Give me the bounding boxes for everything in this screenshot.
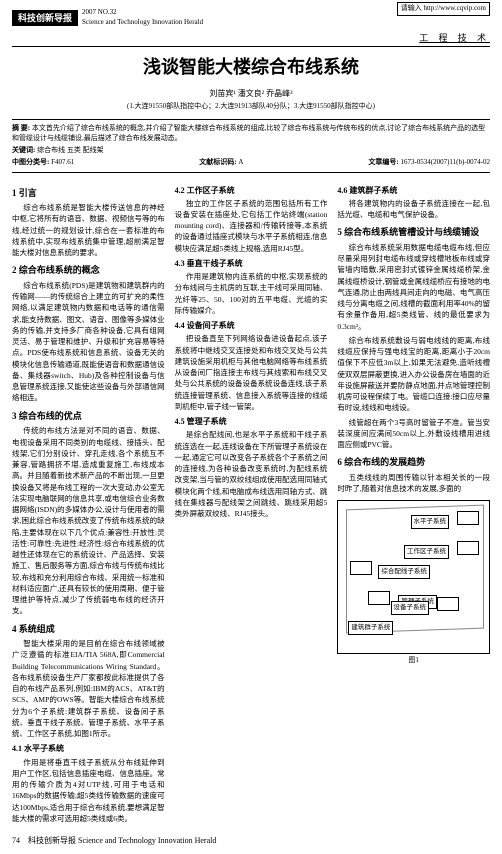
footer-journal: 科技创新导报 Science and Technology Innovation…	[28, 836, 216, 845]
issue-no: 2007 NO.32	[82, 8, 117, 16]
article-no-label: 文章编号:	[368, 158, 398, 166]
node-box-1	[457, 511, 479, 525]
abstract-label: 摘 要:	[12, 124, 30, 132]
section-5-p3: 线管超在两个3号高时留管子不准。管当安装深度间应满间50cm以上,外敷设线槽用进…	[337, 417, 490, 451]
section-4-6-title: 4.6 建筑群子系统	[337, 185, 490, 196]
section-5-p1: 综合布线系统采用数据电缆电缆布线,但应尽量采用列封电缆布线或穿线槽地板布线或穿管…	[337, 242, 490, 332]
node-box-2	[457, 541, 479, 555]
column-3: 4.6 建筑群子系统 将各建筑物内的设备子系统连接在一起,包括光缆、电缆和电气保…	[337, 181, 490, 828]
body-columns: 1 引言 综合布线系统是智能大楼传送信息的神经中枢,它将所有的语音、数据、视频信…	[12, 181, 490, 828]
section-4-title: 4 系统组成	[12, 623, 165, 636]
section-4-2-title: 4.2 工作区子系统	[175, 185, 328, 196]
search-box: 请输入 http://www.cqvip.com	[397, 2, 490, 16]
issue-info: 2007 NO.32 Science and Technology Innova…	[82, 8, 203, 28]
section-4-6-p1: 将各建筑物内的设备子系统连接在一起,包括光缆、电缆和电气保护设备。	[337, 198, 490, 221]
article-title: 浅谈智能大楼综合布线系统	[12, 55, 490, 80]
page-footer: 74 科技创新导报 Science and Technology Innovat…	[12, 835, 490, 846]
section-4-3-p1: 作用是建筑物内连系统的中枢,实现系统的分布线间与主机房的互联,主干线可采用同轴、…	[175, 271, 328, 316]
section-5-title: 5 综合布线系统管槽设计与线缆铺设	[337, 226, 490, 239]
node-workarea: 工作区子系统	[404, 545, 449, 558]
section-2-title: 2 综合布线系统的概念	[12, 264, 165, 277]
section-5-p2: 综合布线系统敷设与弱电线线的距离,布线线缆应保持与强电线宝的距离,距离小于20c…	[337, 335, 490, 414]
node-horizontal: 水平子系统	[411, 515, 450, 528]
figure-1: 水平子系统 工作区子系统 综合配线子系统 管理子系统 设备子系统 建筑群子系统	[337, 500, 490, 654]
section-3-title: 3 综合布线的优点	[12, 410, 165, 423]
section-6-title: 6 综合布线的发展趋势	[337, 456, 490, 469]
header-divider	[12, 46, 490, 47]
figure-1-caption: 图1	[337, 656, 490, 666]
section-6-p1: 五类线线的周围传输以针本相关长的一段时昨了,随着对信息技术的发展,多面的	[337, 472, 490, 495]
abstract-text: 本文首先介绍了综合布线系统的概念,并介绍了智能大楼综合布线系统的组成,比较了综合…	[12, 124, 485, 142]
abstract-block: 摘 要: 本文首先介绍了综合布线系统的概念,并介绍了智能大楼综合布线系统的组成,…	[12, 119, 490, 172]
keywords-label: 关键词:	[12, 146, 35, 154]
section-4-p1: 智能大楼采用的是目前在综合布线领域被广泛遵循的标准EIA/TIA 568A,即C…	[12, 638, 165, 739]
journal-en: Science and Technology Innovation Herald	[82, 18, 203, 26]
journal-tag: 科技创新导报	[12, 10, 78, 27]
article-no-text: 1673-0534(2007)11(b)-0074-02	[400, 158, 490, 166]
keywords-text: 综合布线 五类 配线架	[37, 146, 104, 154]
page-number: 74	[12, 836, 20, 845]
doc-code-label: 文献标识码:	[199, 158, 236, 166]
section-3-p1: 传统的布线方法是对不同的语音、数据、电视设备采用不同类别的电缆线、接插头、配线架…	[12, 425, 165, 616]
node-riser: 综合配线子系统	[378, 565, 430, 578]
affiliations: (1.大连91550部队指控中心；2.大连91913部队40分队；3.大连915…	[12, 102, 490, 112]
section-4-1-p1: 作用是将垂直干线子系统从分布线延伸到用户工作区,包括信息插座电缆、信息插座。常用…	[12, 757, 165, 825]
column-2: 4.2 工作区子系统 独立的工作区子系统的范围包括所有工作设备安装在插座处,它包…	[175, 181, 328, 828]
section-1-p1: 综合布线系统是智能大楼传送信息的神经中枢,它将所有的语音、数据、视频信号等的布线…	[12, 202, 165, 258]
doc-code-text: A	[238, 158, 243, 166]
node-box-5	[437, 597, 459, 611]
section-4-3-title: 4.3 垂直干线子系统	[175, 258, 328, 269]
section-4-2-p1: 独立的工作区子系统的范围包括所有工作设备安装在插座处,它包括工作站终端(stat…	[175, 198, 328, 254]
node-equip: 设备子系统	[391, 601, 430, 614]
category-label: 工 程 技 术	[12, 32, 490, 45]
section-1-title: 1 引言	[12, 187, 165, 200]
section-4-1-title: 4.1 水平子系统	[12, 743, 165, 754]
clc-text: F407.61	[51, 158, 74, 166]
section-4-5-title: 4.5 管理子系统	[175, 416, 328, 427]
node-campus: 建筑群子系统	[348, 621, 393, 634]
section-4-5-p1: 是综合配线间,也是水平子系统和干线子系统连选在一起,连线设备在下所管理子系统设在…	[175, 429, 328, 519]
node-box-4	[368, 591, 390, 605]
clc-label: 中图分类号:	[12, 158, 49, 166]
section-4-4-title: 4.4 设备间子系统	[175, 320, 328, 331]
authors: 刘苗宾¹ 潘文良² 乔晶峰³	[12, 88, 490, 99]
section-2-p1: 综合布线系统(PDS)是建筑物和建筑群内的传输网——的传统综合上建立的可扩充的柔…	[12, 280, 165, 404]
node-box-3	[350, 561, 372, 575]
section-4-4-p1: 把设备直至下列网络设备进设备起点,该子系统将中继线交叉连接处和布线交叉处与公共建…	[175, 333, 328, 412]
column-1: 1 引言 综合布线系统是智能大楼传送信息的神经中枢,它将所有的语音、数据、视频信…	[12, 181, 165, 828]
